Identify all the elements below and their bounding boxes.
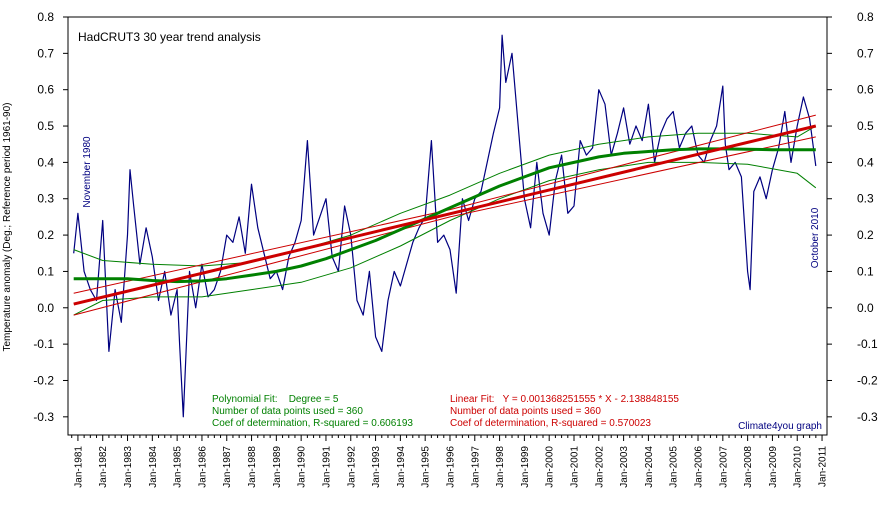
y-tick-label-right: 0.1: [857, 264, 874, 278]
y-tick-label-right: -0.2: [857, 373, 878, 387]
y-tick-label-right: 0.6: [857, 83, 874, 97]
y-tick-label-left: 0.6: [37, 83, 54, 97]
y-axis-left: 0.8 0.7 0.6 0.5 0.4 0.3 0.2 0.1 0.0 -0.1 -0.2 -0.3: [33, 10, 68, 424]
y-tick-label-left: 0.5: [37, 119, 54, 133]
poly-r2-text: Coef of determination, R-squared = 0.606…: [212, 418, 413, 429]
plot-frame: [67, 16, 828, 436]
poly-points-text: Number of data points used = 360: [212, 406, 363, 417]
x-tick-label: Jan-2006: [694, 446, 705, 488]
x-tick-label: Jan-1992: [346, 446, 357, 488]
x-tick-label: Jan-1998: [495, 446, 506, 488]
y-tick-label-right: 0.4: [857, 155, 874, 169]
x-tick-label: Jan-1982: [98, 446, 109, 488]
x-tick-label: Jan-1984: [148, 446, 159, 488]
x-tick-label: Jan-1983: [123, 446, 134, 488]
lin-fit-text: Linear Fit: Y = 0.001368251555 * X - 2.1…: [450, 394, 679, 405]
x-tick-label: Jan-2003: [619, 446, 630, 488]
lin-r2-text: Coef of determination, R-squared = 0.570…: [450, 418, 651, 429]
x-tick-label: Jan-2000: [545, 446, 556, 488]
y-tick-label-right: 0.8: [857, 10, 874, 24]
start-label: November 1980: [82, 136, 93, 208]
x-tick-label: Jan-2010: [793, 446, 804, 488]
y-axis-right: 0.8 0.7 0.6 0.5 0.4 0.3 0.2 0.1 0.0 -0.1 -0.2 -0.3: [827, 10, 878, 424]
x-tick-label: Jan-2007: [718, 446, 729, 488]
x-tick-label: Jan-1989: [272, 446, 283, 488]
x-tick-label: Jan-2011: [818, 446, 829, 487]
series-monthly: [73, 34, 817, 418]
y-tick-label-left: -0.1: [33, 337, 54, 351]
series-group: [73, 34, 817, 418]
poly-fit-text: Polynomial Fit: Degree = 5: [212, 394, 339, 405]
y-tick-label-right: 0.3: [857, 192, 874, 206]
x-tick-label: Jan-1981: [73, 446, 84, 488]
x-axis: Jan-1981 Jan-1982 Jan-1983 Jan-1984 Jan-1985…: [71, 435, 829, 488]
y-tick-label-left: -0.2: [33, 373, 54, 387]
series-poly-upper: [73, 125, 817, 267]
series-linear: [73, 124, 817, 306]
x-tick-label: Jan-2009: [768, 446, 779, 488]
x-tick-label: Jan-1993: [371, 446, 382, 488]
end-label: October 2010: [810, 207, 821, 268]
y-tick-label-right: -0.3: [857, 410, 878, 424]
y-tick-label-right: -0.1: [857, 337, 878, 351]
x-tick-label: Jan-1994: [396, 446, 407, 488]
x-tick-label: Jan-2001: [570, 446, 581, 488]
y-axis-label: Temperature anomaly (Deg.; Reference per…: [2, 102, 13, 351]
credit-text: Climate4you graph: [738, 421, 822, 432]
y-tick-label-right: 0.0: [857, 301, 874, 315]
chart-title: HadCRUT3 30 year trend analysis: [78, 30, 261, 44]
y-tick-label-left: 0.7: [37, 46, 54, 60]
x-tick-label: Jan-1987: [222, 446, 233, 488]
series-lin-upper: [73, 114, 816, 294]
x-tick-label: Jan-1991: [321, 446, 332, 488]
x-tick-label: Jan-2008: [743, 446, 754, 488]
x-tick-label: Jan-1990: [297, 446, 308, 488]
y-tick-label-left: 0.8: [37, 10, 54, 24]
lin-points-text: Number of data points used = 360: [450, 406, 601, 417]
y-tick-label-left: 0.0: [37, 301, 54, 315]
y-tick-label-left: 0.4: [37, 155, 54, 169]
x-tick-label: Jan-2005: [669, 446, 680, 488]
y-tick-label-left: 0.3: [37, 192, 54, 206]
x-tick-label: Jan-1986: [197, 446, 208, 488]
series-poly-lower: [73, 161, 817, 316]
y-tick-label-right: 0.7: [857, 46, 874, 60]
x-tick-label: Jan-1999: [520, 446, 531, 488]
y-tick-label-right: 0.5: [857, 119, 874, 133]
x-tick-label: Jan-1995: [421, 446, 432, 488]
series-polynomial: [73, 147, 816, 284]
x-tick-label: Jan-1988: [247, 446, 258, 488]
y-tick-label-left: 0.2: [37, 228, 54, 242]
x-tick-label: Jan-1985: [173, 446, 184, 488]
x-tick-label: Jan-2004: [644, 446, 655, 488]
x-tick-label: Jan-2002: [594, 446, 605, 488]
series-lin-lower: [73, 136, 816, 316]
y-tick-label-right: 0.2: [857, 228, 874, 242]
x-tick-label: Jan-1996: [445, 446, 456, 488]
x-tick-label: Jan-1997: [470, 446, 481, 488]
y-tick-label-left: 0.1: [37, 264, 54, 278]
y-tick-label-left: -0.3: [33, 410, 54, 424]
